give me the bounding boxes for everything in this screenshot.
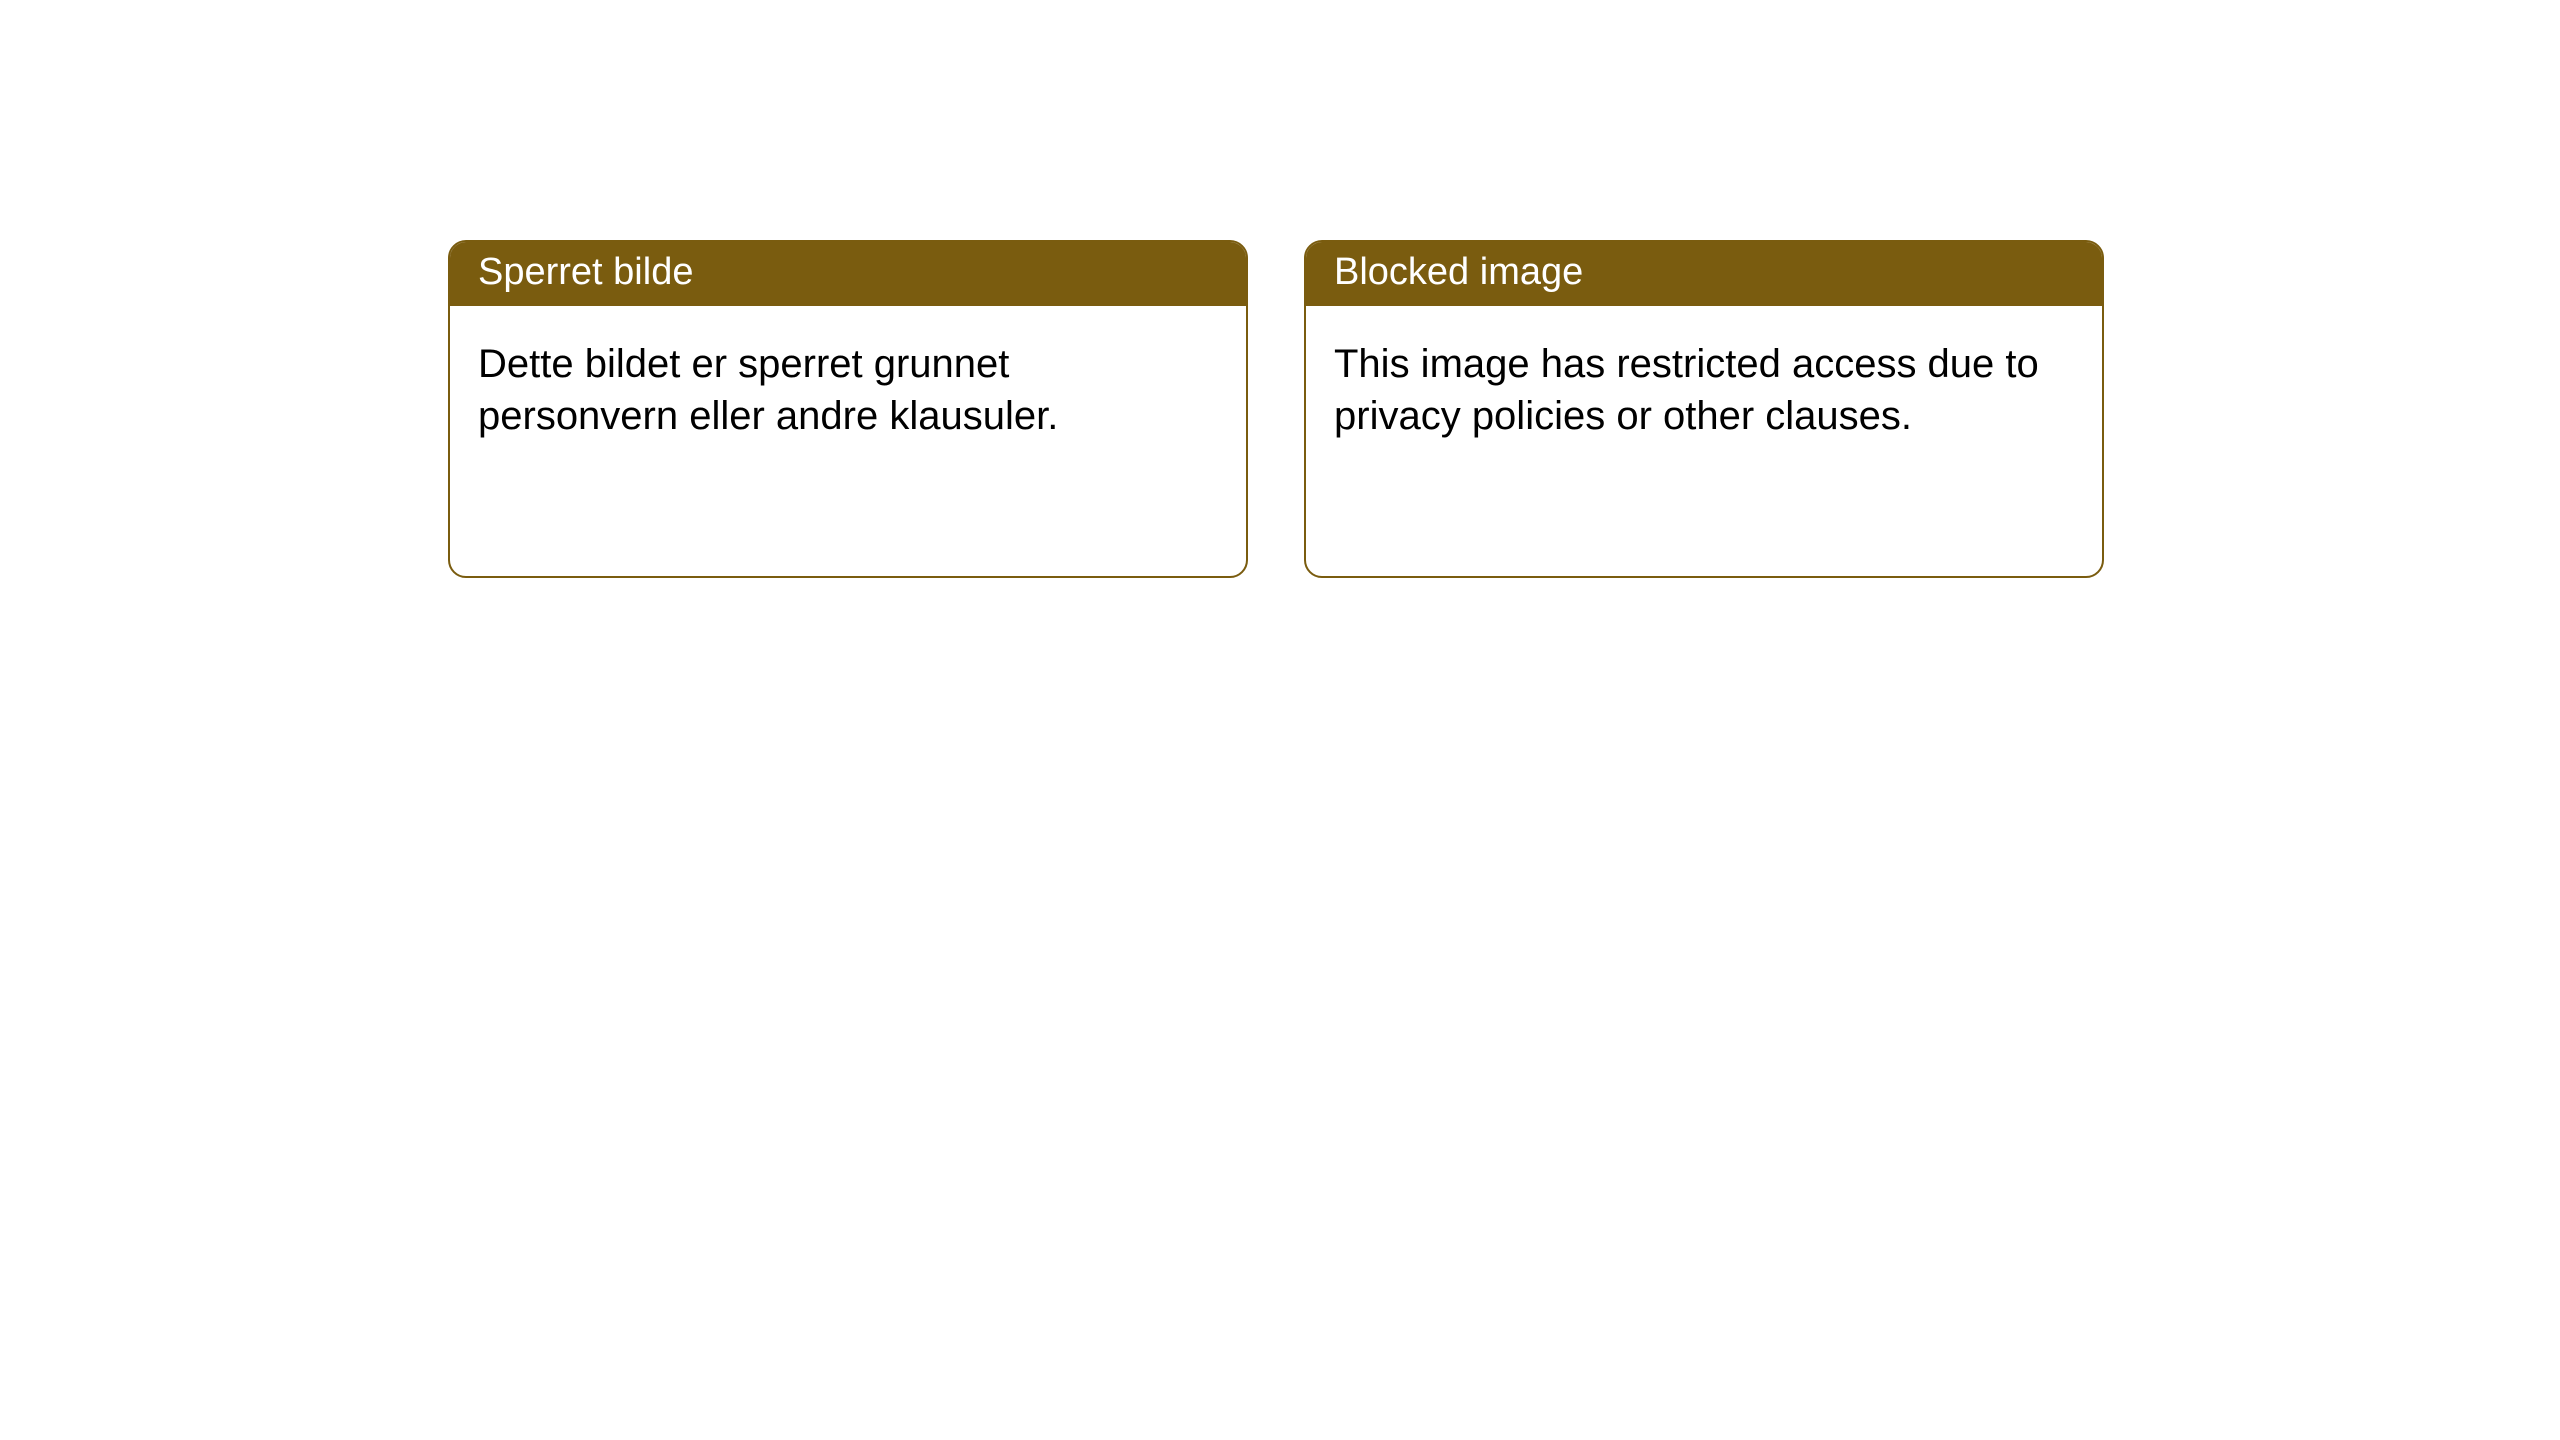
card-body: This image has restricted access due to … bbox=[1306, 306, 2102, 476]
card-header: Sperret bilde bbox=[450, 242, 1246, 306]
card-body-text: Dette bildet er sperret grunnet personve… bbox=[478, 342, 1058, 439]
card-title: Blocked image bbox=[1334, 251, 1583, 293]
notice-card-norwegian: Sperret bilde Dette bildet er sperret gr… bbox=[448, 240, 1248, 578]
notice-card-english: Blocked image This image has restricted … bbox=[1304, 240, 2104, 578]
card-title: Sperret bilde bbox=[478, 251, 693, 293]
notice-container: Sperret bilde Dette bildet er sperret gr… bbox=[0, 0, 2560, 578]
card-body-text: This image has restricted access due to … bbox=[1334, 342, 2039, 439]
card-header: Blocked image bbox=[1306, 242, 2102, 306]
card-body: Dette bildet er sperret grunnet personve… bbox=[450, 306, 1246, 476]
